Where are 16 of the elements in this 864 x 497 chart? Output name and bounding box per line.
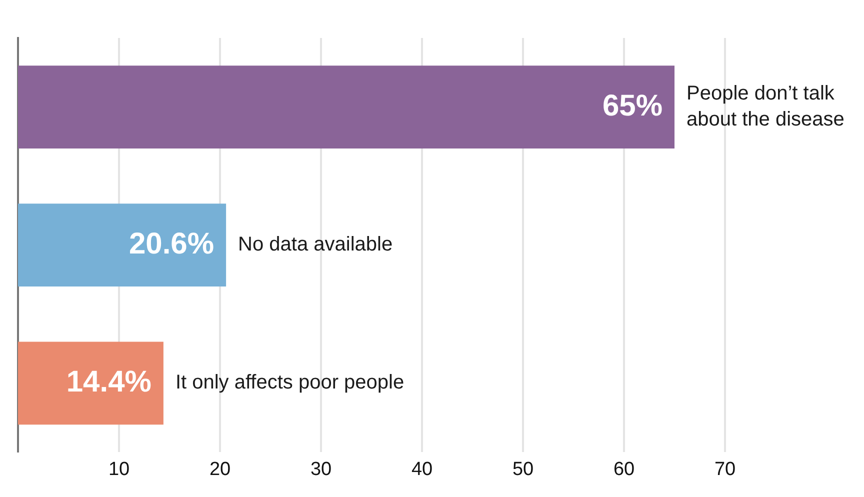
x-tick-label: 30 <box>310 458 332 480</box>
data-label: 20.6% <box>128 227 214 260</box>
bar <box>18 342 164 425</box>
y-tick-label: People don’t talk about the disease <box>686 82 844 131</box>
x-tick-label: 60 <box>613 458 635 480</box>
x-tick-label: 70 <box>714 458 736 480</box>
data-label: 65% <box>602 89 662 122</box>
y-tick-label: It only affects poor people <box>175 372 404 394</box>
x-tick-label: 10 <box>108 458 130 480</box>
x-tick-label: 40 <box>411 458 433 480</box>
bar <box>18 66 674 148</box>
x-tick-label: 20 <box>209 458 231 480</box>
y-tick-label: No data available <box>238 234 393 256</box>
data-label: 14.4% <box>66 365 152 398</box>
bar <box>18 204 226 287</box>
x-tick-label: 50 <box>512 458 534 480</box>
